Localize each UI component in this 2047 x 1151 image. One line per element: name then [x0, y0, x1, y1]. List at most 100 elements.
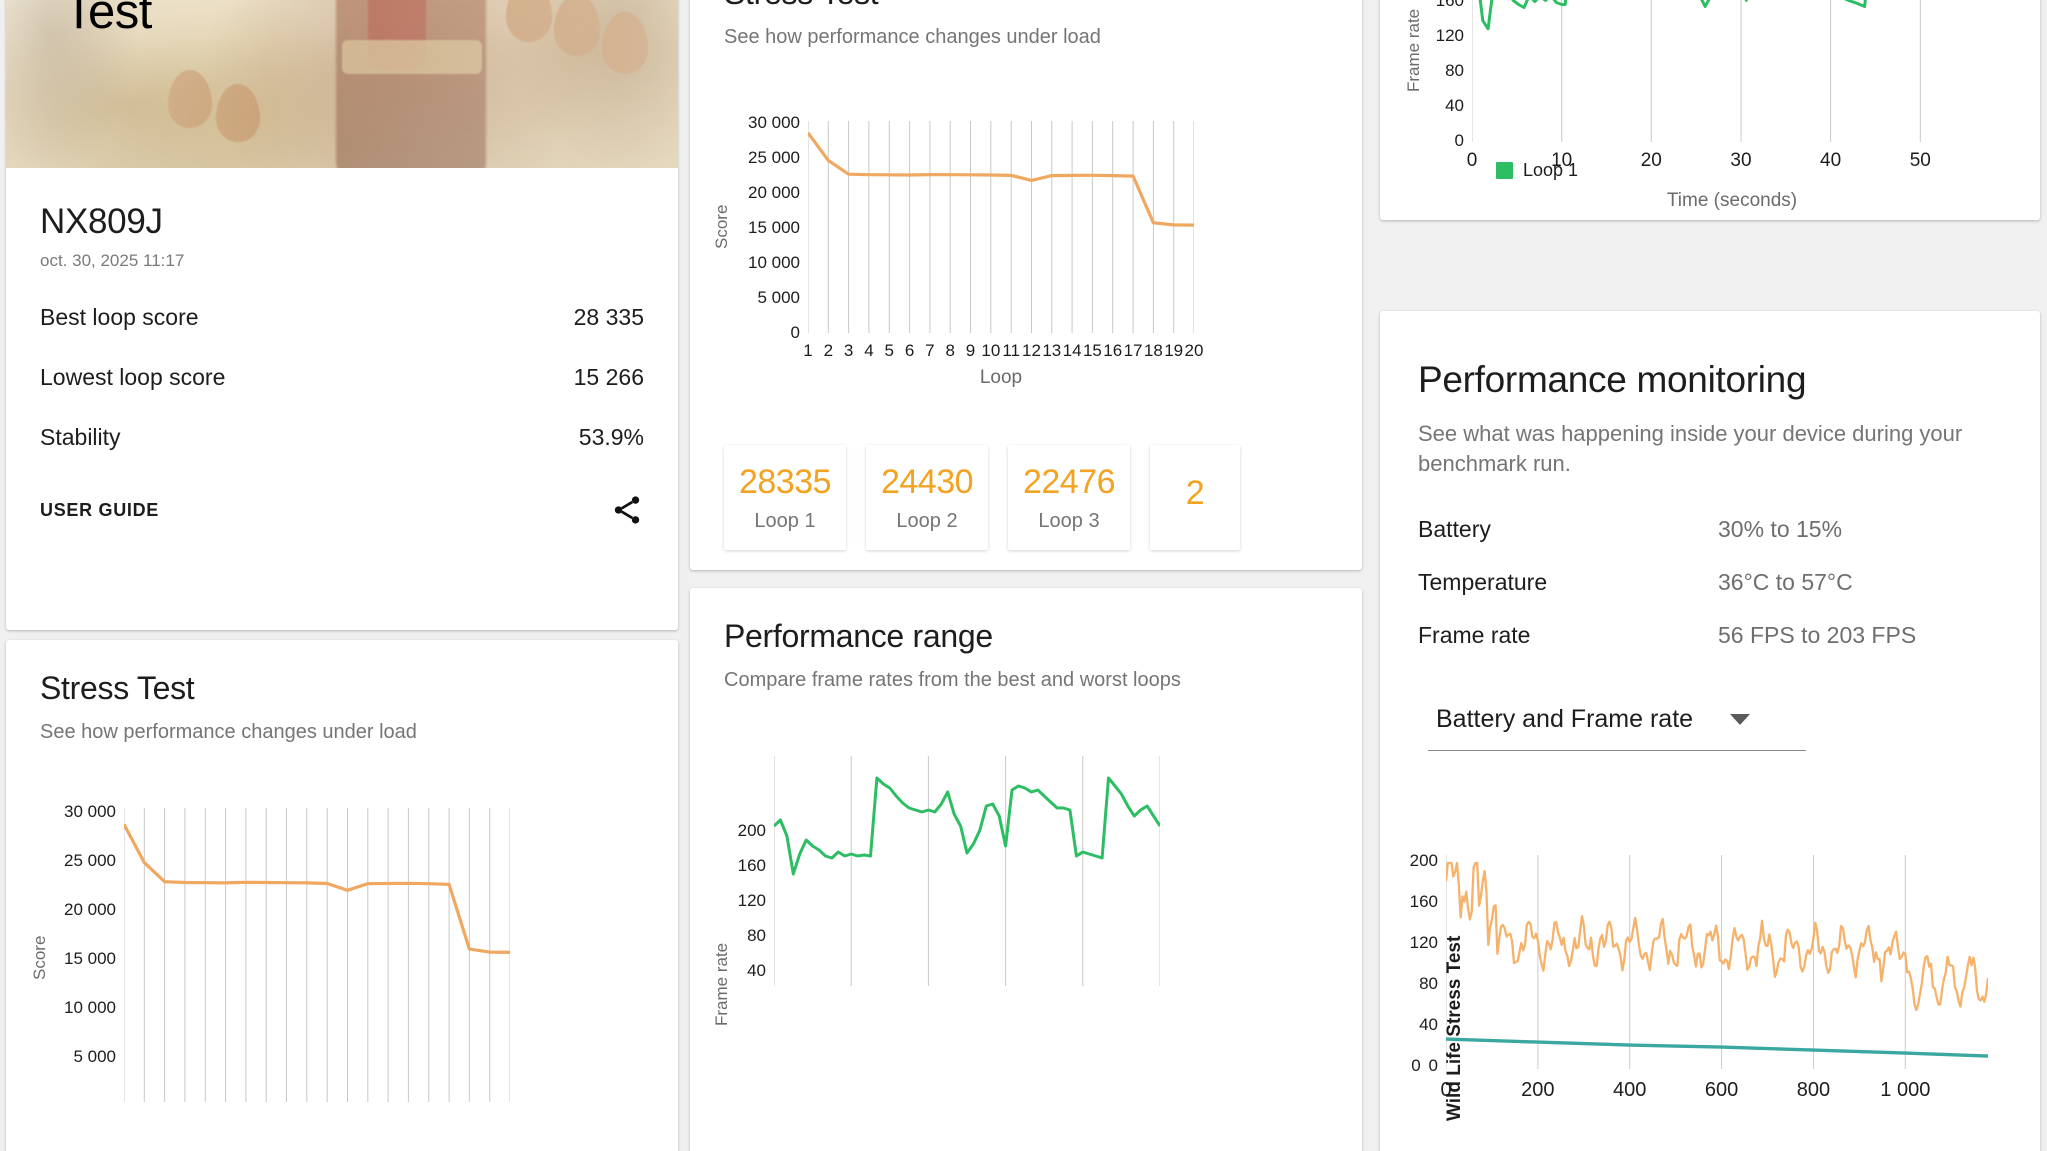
stat-value: 53.9%	[578, 424, 644, 450]
card-subtitle: See how performance changes under load	[724, 26, 1101, 48]
plot-area	[808, 121, 1194, 333]
x-tick: 15	[1082, 341, 1102, 360]
stress-center-plot-svg	[808, 121, 1194, 333]
loop-score-label: Loop 1	[754, 509, 816, 532]
x-tick: 11	[1002, 341, 1020, 360]
run-timestamp: oct. 30, 2025 11:17	[40, 251, 185, 270]
y-tick: 15 000	[64, 949, 116, 968]
performance-monitoring-header: Performance monitoring See what was happ…	[1380, 311, 2040, 752]
performance-monitoring-chart: Wild Life Stress Test 200 160 120 80 40 …	[1380, 831, 2040, 1151]
x-tick: 30	[1730, 150, 1752, 171]
plot-area	[774, 756, 1160, 986]
stress-test-card-left: Stress Test See how performance changes …	[6, 640, 678, 1151]
y-tick: 160	[1409, 892, 1438, 911]
x-tick: 19	[1164, 341, 1184, 360]
stat-row-lowest-loop-score: Lowest loop score 15 266	[40, 364, 644, 391]
x-tick: 40	[1820, 150, 1842, 171]
banner-spine-decoration-2	[554, 0, 600, 56]
fps-plot-svg	[1472, 0, 1921, 142]
x-tick: 20	[1184, 341, 1204, 360]
device-name: NX809J	[40, 202, 163, 241]
x-tick: 5	[884, 341, 894, 360]
banner-spine-decoration-1	[506, 0, 552, 42]
y-tick: 40	[747, 961, 766, 980]
card-subtitle: See what was happening inside your devic…	[1418, 421, 1963, 476]
banner-belt-decoration	[342, 40, 482, 74]
x-tick: 6	[904, 341, 915, 360]
plot-area	[1446, 855, 1988, 1069]
x-axis-label: Time (seconds)	[1666, 190, 1798, 211]
x-axis-label: Loop	[979, 367, 1023, 388]
banner-spine-decoration-5	[216, 84, 260, 142]
y-tick: 20 000	[748, 183, 800, 202]
metric-select-dropdown[interactable]: Battery and Frame rate	[1428, 701, 1806, 752]
y-tick: 30 000	[64, 802, 116, 821]
y-tick: 120	[737, 891, 766, 910]
loop-score-tile[interactable]: 24430 Loop 2	[866, 445, 988, 550]
stat-label: Best loop score	[40, 304, 199, 330]
loop-score-value: 2	[1185, 474, 1205, 512]
x-tick: 1 000	[1880, 1079, 1931, 1101]
perf-plot-svg	[1446, 855, 1988, 1069]
y-tick: 120	[1409, 933, 1438, 952]
banner-spine-decoration-3	[602, 12, 648, 74]
stat-value: 15 266	[573, 364, 644, 390]
x-tick: 4	[864, 341, 874, 360]
loop-score-tile[interactable]: 2	[1150, 445, 1240, 550]
stress-test-card-center: Stress Test See how performance changes …	[690, 0, 1362, 570]
stat-label: Stability	[40, 424, 121, 450]
performance-row-temperature: Temperature 36°C to 57°C	[1418, 569, 2002, 596]
y-tick: 200	[737, 821, 766, 840]
loop-score-value: 28335	[738, 462, 832, 501]
benchmark-summary-card: Wild Life Stress Test NX809J oct. 30, 20…	[6, 0, 678, 630]
stat-value: 30% to 15%	[1718, 516, 1843, 543]
loop-score-label: Loop 2	[896, 509, 958, 532]
dropdown-selected-value: Battery and Frame rate	[1436, 705, 1694, 734]
banner-rock-right-decoration	[508, 0, 678, 168]
stat-key: Frame rate	[1418, 622, 1531, 649]
stat-label: Lowest loop score	[40, 364, 226, 390]
y-tick: 15 000	[748, 218, 800, 237]
y-tick: 120	[1435, 26, 1464, 45]
performance-range-card: Performance range Compare frame rates fr…	[690, 588, 1362, 1151]
x-tick: 17	[1123, 341, 1143, 360]
y-tick: 30 000	[748, 113, 800, 132]
y-tick: 5 000	[73, 1047, 116, 1066]
summary-footer: USER GUIDE	[40, 493, 644, 527]
stress-test-chart-center: Score 30 000 25 000 20 000 15 000 10 000…	[690, 65, 1362, 395]
x-tick: 20	[1640, 150, 1662, 171]
loop-score-tile[interactable]: 22476 Loop 3	[1008, 445, 1130, 550]
performance-range-chart: Frame rate 200 160 120 80 40	[690, 734, 1362, 1151]
stress-test-left-header: Stress Test See how performance changes …	[6, 640, 678, 744]
x-tick: 7	[925, 341, 935, 360]
chart-legend: Loop 1	[1496, 160, 1578, 181]
y-tick: 80	[1419, 974, 1438, 993]
stat-key: Temperature	[1418, 569, 1548, 596]
x-tick: 0	[1466, 150, 1478, 171]
performance-row-frame-rate: Frame rate 56 FPS to 203 FPS	[1418, 622, 2002, 649]
y-tick: 0	[1454, 131, 1464, 150]
x-tick: 0	[1440, 1079, 1452, 1101]
y-tick: 40	[1445, 96, 1464, 115]
y-tick: 80	[1445, 61, 1464, 80]
y-tick: 20 000	[64, 900, 116, 919]
y-tick: 25 000	[64, 851, 116, 870]
summary-body: NX809J oct. 30, 2025 11:17 Best loop sco…	[6, 168, 678, 527]
stress-test-center-header: Stress Test See how performance changes …	[690, 0, 1362, 49]
banner-spine-decoration-4	[168, 70, 212, 128]
x-tick: 14	[1062, 341, 1082, 360]
user-guide-button[interactable]: USER GUIDE	[40, 499, 160, 520]
loop-score-label: Loop 3	[1038, 509, 1100, 532]
performance-stats-list: Battery 30% to 15% Temperature 36°C to 5…	[1418, 516, 2002, 649]
share-icon[interactable]	[610, 493, 644, 527]
y-tick: 160	[1435, 0, 1464, 10]
x-tick: 50	[1909, 150, 1931, 171]
stat-value: 28 335	[573, 304, 644, 330]
y-tick: 10 000	[748, 253, 800, 272]
y-tick: 0	[790, 323, 800, 342]
y-tick: 160	[737, 856, 766, 875]
stat-value: 36°C to 57°C	[1718, 569, 1853, 596]
loop-score-tile[interactable]: 28335 Loop 1	[724, 445, 846, 550]
frame-rate-chart-card: Frame rate 160 120 80 40 0 0 10 20 30 40 50 L…	[1380, 0, 2040, 220]
